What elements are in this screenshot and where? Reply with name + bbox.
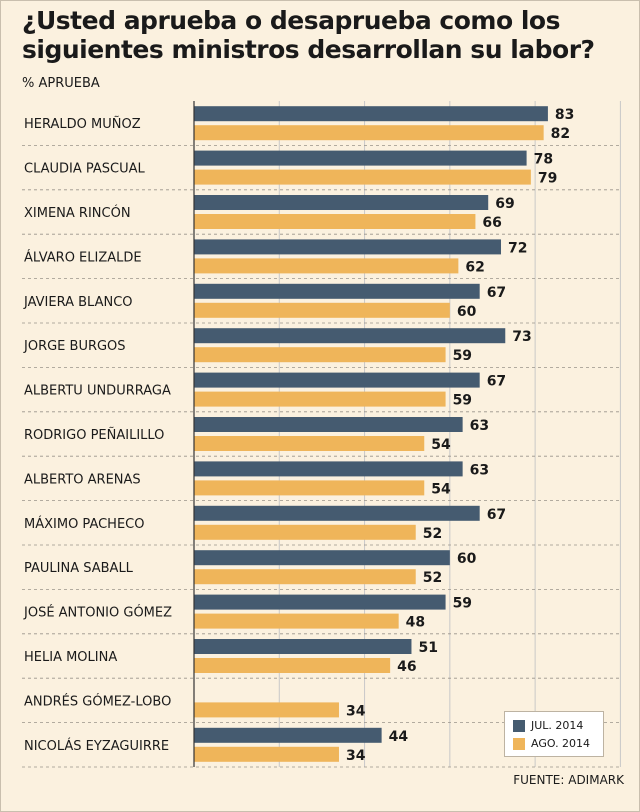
data-label: 51 [418, 640, 437, 656]
data-label: 67 [487, 285, 506, 301]
category-label: CLAUDIA PASCUAL [24, 162, 146, 177]
category-label: ÁLVARO ELIZALDE [24, 249, 142, 265]
data-label: 67 [487, 374, 506, 390]
category-label: MÁXIMO PACHECO [24, 516, 144, 532]
bar-ago [194, 658, 391, 673]
data-label: 34 [346, 703, 366, 719]
bar-ago [194, 347, 446, 363]
bar-ago [194, 169, 531, 185]
legend-swatch-ago [513, 737, 525, 750]
bar-jul [194, 550, 450, 566]
legend-item-jul: JUL. 2014 [513, 719, 583, 732]
bar-jul [194, 150, 527, 166]
data-label: 63 [470, 418, 489, 434]
data-label: 54 [431, 481, 451, 497]
category-label: JAVIERA BLANCO [23, 295, 133, 310]
data-label: 48 [406, 615, 425, 631]
data-label: 52 [423, 526, 442, 542]
data-label: 72 [508, 240, 527, 256]
bar-jul [194, 239, 502, 255]
bar-ago [194, 125, 544, 141]
data-label: 59 [453, 596, 472, 612]
bar-jul [194, 195, 489, 210]
bar-ago [194, 258, 459, 274]
category-label: RODRIGO PEÑAILILLO [24, 427, 164, 443]
data-label: 59 [453, 348, 472, 364]
data-label: 69 [495, 196, 514, 212]
data-label: 60 [457, 551, 477, 567]
category-label: ANDRÉS GÓMEZ-LOBO [24, 693, 171, 709]
category-label: HERALDO MUÑOZ [24, 116, 141, 132]
legend-item-ago: AGO. 2014 [513, 737, 590, 750]
category-label: JORGE BURGOS [23, 339, 126, 354]
chart-source: FUENTE: ADIMARK [513, 773, 624, 787]
legend-label-ago: AGO. 2014 [531, 737, 591, 750]
bar-ago [194, 302, 450, 318]
bar-jul [194, 639, 412, 654]
bar-jul [194, 283, 480, 299]
data-label: 62 [465, 259, 484, 275]
data-label: 78 [534, 152, 553, 168]
bar-jul [194, 106, 548, 122]
bar-ago [194, 613, 399, 629]
data-label: 83 [555, 107, 574, 123]
bar-ago [194, 569, 416, 585]
category-label: PAULINA SABALL [24, 561, 134, 576]
bar-jul [194, 417, 463, 432]
data-label: 60 [457, 304, 477, 320]
data-label: 59 [453, 393, 472, 409]
category-label: XIMENA RINCÓN [24, 205, 131, 221]
chart-legend: JUL. 2014 AGO. 2014 [504, 711, 604, 757]
data-label: 44 [389, 729, 409, 745]
data-label: 73 [512, 329, 531, 345]
legend-swatch-jul [513, 719, 525, 732]
data-label: 54 [431, 437, 451, 453]
bar-jul [194, 328, 506, 344]
bar-ago [194, 480, 425, 496]
bar-ago [194, 214, 476, 229]
data-label: 67 [487, 507, 506, 523]
bar-ago [194, 391, 446, 407]
data-label: 79 [538, 171, 557, 187]
legend-label-jul: JUL. 2014 [531, 719, 584, 732]
category-label: JOSÉ ANTONIO GÓMEZ [23, 605, 172, 621]
data-label: 63 [470, 462, 489, 478]
category-label: ALBERTU UNDURRAGA [24, 384, 171, 399]
chart-title: ¿Usted aprueba o desaprueba como los sig… [22, 6, 595, 64]
bar-jul [194, 594, 446, 610]
bar-jul [194, 372, 480, 388]
bar-ago [194, 436, 425, 451]
bar-ago [194, 702, 339, 718]
data-label: 82 [551, 126, 570, 142]
data-label: 34 [346, 748, 366, 764]
data-label: 52 [423, 570, 442, 586]
chart-subtitle: % APRUEBA [22, 76, 100, 91]
category-label: ALBERTO ARENAS [24, 472, 141, 487]
category-label: HELIA MOLINA [24, 650, 117, 665]
category-label: NICOLÁS EYZAGUIRRE [24, 738, 169, 754]
data-label: 46 [397, 659, 416, 675]
bar-jul [194, 505, 480, 521]
bar-jul [194, 727, 382, 743]
data-label: 66 [482, 215, 501, 231]
bar-ago [194, 524, 416, 540]
bar-ago [194, 746, 339, 762]
bar-jul [194, 461, 463, 477]
